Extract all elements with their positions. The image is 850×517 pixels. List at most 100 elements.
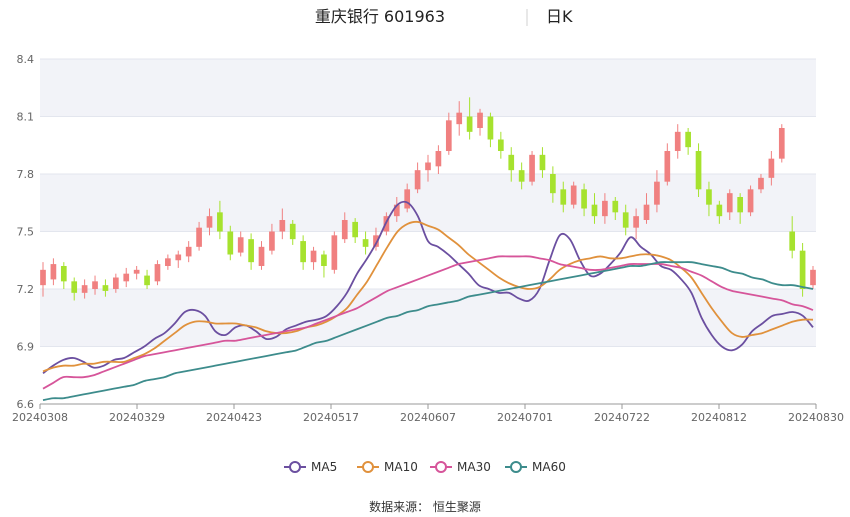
y-tick-label: 6.6 bbox=[17, 398, 35, 411]
candle-body bbox=[60, 266, 67, 282]
candle bbox=[237, 231, 244, 257]
candle bbox=[414, 162, 421, 194]
legend-item-ma30[interactable]: MA30 bbox=[430, 460, 491, 474]
candle-body bbox=[404, 189, 411, 209]
candle bbox=[352, 218, 359, 243]
y-tick-label: 8.4 bbox=[17, 53, 35, 66]
candle bbox=[529, 151, 535, 186]
candle-body bbox=[477, 112, 483, 128]
candle bbox=[497, 131, 504, 159]
candle-body bbox=[269, 231, 275, 251]
candle-body bbox=[206, 216, 213, 228]
period-label[interactable]: 日K bbox=[546, 7, 573, 26]
candle-body bbox=[633, 216, 639, 228]
candle bbox=[612, 197, 619, 220]
candle bbox=[425, 154, 431, 182]
ma10-line bbox=[42, 220, 814, 373]
candle bbox=[154, 260, 161, 286]
x-tick-label: 20240423 bbox=[206, 411, 262, 424]
legend-label: MA60 bbox=[532, 460, 566, 474]
candle bbox=[279, 208, 286, 240]
x-axis: 20240308 20240329 20240423 20240517 20240607… bbox=[12, 403, 844, 424]
candle-body bbox=[50, 264, 57, 280]
candle bbox=[539, 147, 546, 178]
candle-body bbox=[778, 128, 785, 159]
candle-body bbox=[612, 200, 619, 213]
candle bbox=[258, 241, 265, 270]
legend-label: MA30 bbox=[457, 460, 491, 474]
candle-body bbox=[341, 220, 348, 240]
candle bbox=[466, 97, 473, 140]
candle bbox=[404, 183, 411, 213]
y-axis: 6.6 6.9 7.2 7.5 7.8 8.1 8.4 bbox=[17, 53, 35, 411]
legend-item-ma5[interactable]: MA5 bbox=[284, 460, 337, 474]
candle bbox=[40, 262, 46, 297]
legend-item-ma60[interactable]: MA60 bbox=[505, 460, 566, 474]
candle-body bbox=[685, 131, 691, 148]
x-tick-label: 20240701 bbox=[497, 411, 553, 424]
candle-body bbox=[102, 285, 109, 291]
candle bbox=[487, 112, 494, 148]
candle-body bbox=[373, 235, 379, 247]
candle-body bbox=[747, 189, 754, 213]
candle bbox=[695, 143, 702, 197]
candle-body bbox=[40, 269, 46, 286]
candle-body bbox=[425, 162, 431, 171]
stock-title: 重庆银行 601963 bbox=[315, 7, 445, 26]
candle bbox=[289, 220, 296, 245]
candle-body bbox=[185, 246, 192, 257]
candle-body bbox=[799, 250, 806, 289]
candle bbox=[248, 233, 254, 270]
ma60-line bbox=[42, 261, 814, 402]
candle bbox=[196, 221, 202, 251]
candle-body bbox=[497, 139, 504, 151]
legend-label: MA5 bbox=[311, 460, 337, 474]
candle-body bbox=[581, 189, 587, 209]
candle bbox=[321, 250, 327, 278]
grid-lines bbox=[40, 58, 816, 405]
x-tick-label: 20240812 bbox=[691, 411, 747, 424]
candle-body bbox=[768, 158, 775, 178]
candle-body bbox=[165, 258, 171, 266]
legend-item-ma10[interactable]: MA10 bbox=[357, 460, 418, 474]
candle bbox=[71, 277, 78, 301]
plot-band bbox=[40, 174, 816, 232]
legend-swatch-marker bbox=[362, 461, 374, 473]
candle-body bbox=[466, 116, 473, 132]
legend-swatch-marker bbox=[510, 461, 522, 473]
candle-body bbox=[518, 170, 525, 182]
candle bbox=[581, 183, 587, 217]
x-tick-label: 20240722 bbox=[594, 411, 650, 424]
candle-body bbox=[300, 241, 306, 263]
candle bbox=[60, 262, 67, 289]
candle bbox=[799, 243, 806, 297]
candle bbox=[92, 275, 98, 295]
candle bbox=[165, 254, 171, 270]
candle bbox=[123, 267, 130, 288]
candle bbox=[50, 258, 57, 286]
candle-body bbox=[716, 204, 723, 217]
candle bbox=[591, 193, 598, 224]
data-source: 数据来源： 恒生聚源 bbox=[369, 499, 481, 514]
candle-body bbox=[310, 250, 317, 263]
legend-swatch-marker bbox=[435, 461, 447, 473]
chart-title: 重庆银行 601963 日K bbox=[315, 7, 573, 26]
candle bbox=[716, 200, 723, 224]
candle bbox=[373, 227, 379, 251]
candle bbox=[706, 181, 712, 217]
candle bbox=[185, 241, 192, 263]
candle bbox=[81, 279, 88, 299]
candle bbox=[737, 193, 744, 224]
candle-body bbox=[227, 231, 234, 255]
candle bbox=[622, 204, 629, 236]
candle-body bbox=[602, 200, 608, 217]
candle bbox=[508, 147, 515, 182]
candle bbox=[269, 223, 275, 255]
candle-body bbox=[654, 181, 660, 205]
candle bbox=[550, 166, 556, 203]
candle bbox=[445, 112, 452, 155]
candle-body bbox=[258, 246, 265, 266]
y-tick-label: 7.2 bbox=[17, 283, 35, 296]
candle bbox=[362, 231, 369, 255]
